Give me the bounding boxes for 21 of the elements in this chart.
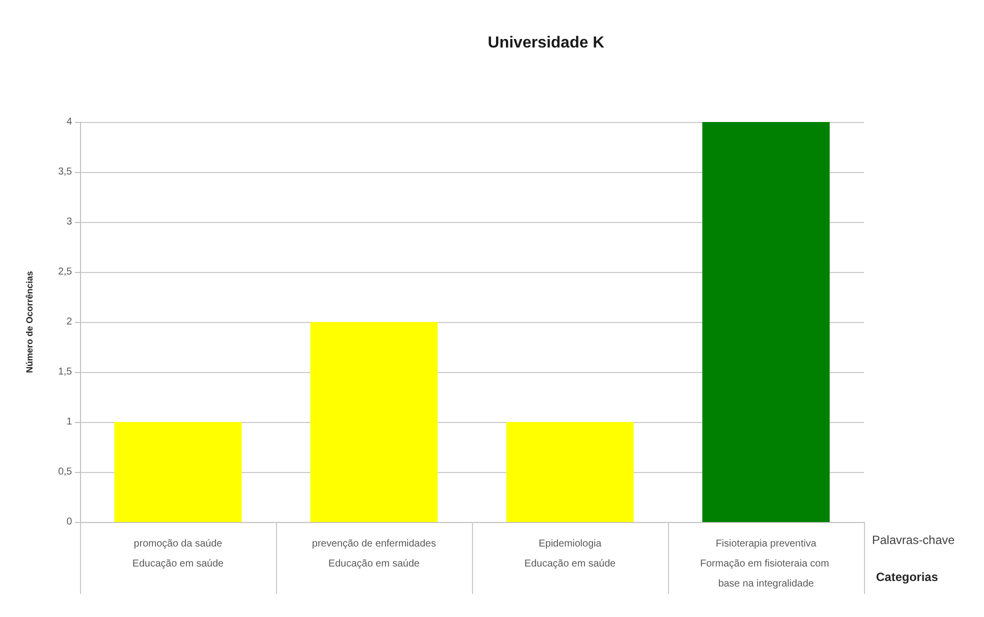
bar bbox=[506, 422, 634, 522]
x-tick-label: Fisioterapia preventiva Formação em fisioteraia com base na integralidade bbox=[700, 538, 832, 590]
y-tick-label: 0 bbox=[66, 516, 72, 528]
y-tick-label: 3 bbox=[66, 216, 72, 228]
bar bbox=[702, 122, 830, 522]
chart-title: Universidade K bbox=[488, 34, 605, 52]
x-tick-label: promoção da saúde Educação em saúde bbox=[132, 538, 224, 570]
y-axis-title: Número de Ocorrências bbox=[24, 270, 34, 374]
y-tick-label: 3,5 bbox=[58, 166, 72, 178]
y-tick-label: 1 bbox=[66, 416, 72, 428]
x-tick-label: prevenção de enfermidades Educação em saúde bbox=[312, 538, 436, 570]
y-tick-label: 2 bbox=[66, 316, 72, 328]
y-tick-label: 1,5 bbox=[58, 366, 72, 378]
x-tick-label: Epidemiologia Educação em saúde bbox=[524, 538, 616, 570]
y-tick-label: 4 bbox=[66, 116, 72, 128]
bar bbox=[310, 322, 438, 522]
y-tick-label: 0,5 bbox=[58, 466, 72, 478]
bar bbox=[114, 422, 242, 522]
x-axis-title: Palavras-chave bbox=[872, 533, 956, 547]
y-tick-label: 2,5 bbox=[58, 266, 72, 278]
text: Categorias bbox=[876, 570, 938, 584]
